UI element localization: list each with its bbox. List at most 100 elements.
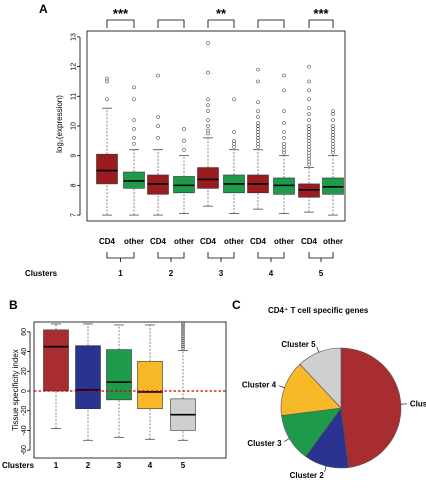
outlier-point <box>206 128 210 133</box>
slice-label: Cluster 4 <box>242 381 277 390</box>
group-label: other <box>124 237 144 246</box>
outlier-point <box>256 67 260 72</box>
outlier-point <box>181 329 185 333</box>
box-cluster-3 <box>106 324 132 438</box>
y-tick-label: -60 <box>21 445 28 455</box>
outlier-point <box>282 109 286 114</box>
y-axis-label: Tissue specificity index <box>11 349 20 431</box>
box-cd4-cluster-5 <box>298 64 320 213</box>
y-tick-label: 60 <box>21 328 28 336</box>
cluster-bracket <box>157 252 185 259</box>
box-cluster-4 <box>137 324 163 440</box>
outlier-point <box>181 325 185 329</box>
panel-a-letter: A <box>39 2 48 16</box>
outlier-point <box>307 118 311 122</box>
y-tick-label: 10 <box>71 122 78 130</box>
outlier-point <box>132 127 136 131</box>
outlier-point <box>132 141 136 146</box>
outlier-point <box>181 344 185 349</box>
y-tick-label: 12 <box>71 63 78 71</box>
box-other-cluster-5 <box>322 109 344 216</box>
cluster-number: 2 <box>169 269 174 278</box>
box-other-cluster-3 <box>223 97 245 214</box>
outlier-point <box>256 115 260 119</box>
cluster-bracket <box>207 252 235 259</box>
group-label: other <box>323 237 343 246</box>
slice-label: Cluster 3 <box>247 439 282 448</box>
group-label: other <box>174 237 194 246</box>
outlier-point <box>105 76 109 81</box>
outlier-point <box>307 97 311 102</box>
plot-frame <box>33 321 227 459</box>
bracket-cluster-3: ** <box>207 6 235 28</box>
box-iqr <box>43 329 69 392</box>
y-axis: -60 -40 -20 0 20 40 60 <box>21 328 31 455</box>
outlier-point <box>182 127 186 131</box>
bracket-cluster-5: *** <box>308 6 334 28</box>
box-cluster-5 <box>170 321 196 441</box>
outlier-point <box>156 73 160 78</box>
outlier-point <box>256 121 260 125</box>
outlier-point <box>105 97 109 102</box>
box-iqr <box>96 153 118 185</box>
outlier-point <box>282 73 286 78</box>
outlier-point <box>181 327 185 331</box>
boxplot-specificity: Tissue specificity index -60 -40 -20 0 20 40 6… <box>2 321 227 470</box>
outlier-point <box>206 109 210 114</box>
panel-c-letter: C <box>232 298 241 312</box>
significance-label: *** <box>113 6 129 21</box>
outlier-point <box>282 121 286 125</box>
box-cd4-cluster-3 <box>197 41 219 207</box>
outlier-point <box>181 340 185 345</box>
outlier-point <box>132 118 136 122</box>
bracket-line <box>106 19 135 28</box>
pie-slice-cluster-1 <box>340 347 402 468</box>
outlier-point <box>256 100 260 105</box>
cluster-number: 3 <box>117 461 122 470</box>
box-iqr <box>106 349 132 401</box>
outlier-point <box>307 112 311 116</box>
box-cd4-cluster-1 <box>96 76 118 216</box>
cluster-number: 1 <box>118 269 123 278</box>
box-iqr <box>75 345 101 410</box>
plot-frame <box>86 30 346 222</box>
clusters-title: Clusters <box>2 461 35 470</box>
y-tick-label: 11 <box>71 93 78 100</box>
bracket-line <box>257 19 285 28</box>
outlier-point <box>181 338 185 343</box>
pie-slice-cluster-4 <box>280 363 342 416</box>
box-cd4-cluster-4 <box>247 67 269 210</box>
outlier-point <box>232 97 236 102</box>
group-label: CD4 <box>150 237 167 246</box>
cluster-number: 3 <box>219 269 224 278</box>
significance-label: *** <box>313 6 329 21</box>
bracket-cluster-2 <box>157 19 185 28</box>
pie-title: CD4⁺ T cell specific genes <box>268 306 369 315</box>
outlier-point <box>181 323 185 327</box>
group-label: other <box>224 237 244 246</box>
y-tick-label: -40 <box>21 425 28 435</box>
significance-brackets: *** ** *** <box>106 6 334 28</box>
cluster-number: 5 <box>319 269 324 278</box>
y-tick-label: 8 <box>71 183 78 187</box>
box-other-cluster-2 <box>173 127 195 214</box>
leader-line <box>278 385 285 388</box>
cluster-number: 2 <box>86 461 91 470</box>
outlier-point <box>206 103 210 108</box>
outlier-point <box>307 88 311 93</box>
plot-border <box>86 30 346 222</box>
outlier-point <box>232 130 236 134</box>
outlier-point <box>206 70 210 75</box>
y-tick-label: 20 <box>21 367 28 375</box>
box-cd4-cluster-2 <box>147 73 169 216</box>
cluster-number: 4 <box>269 269 274 278</box>
outlier-point <box>331 109 335 114</box>
pie-chart: Cluster 1 Cluster 2 Cluster 3 Cluster 4 Clus… <box>242 340 426 480</box>
slice-label: Cluster 2 <box>290 471 325 480</box>
y-axis: 7 8 9 10 11 12 13 <box>71 33 81 217</box>
outlier-point <box>331 118 335 122</box>
outlier-point <box>156 124 160 128</box>
outlier-point <box>307 106 311 111</box>
boxes-group <box>96 41 344 216</box>
